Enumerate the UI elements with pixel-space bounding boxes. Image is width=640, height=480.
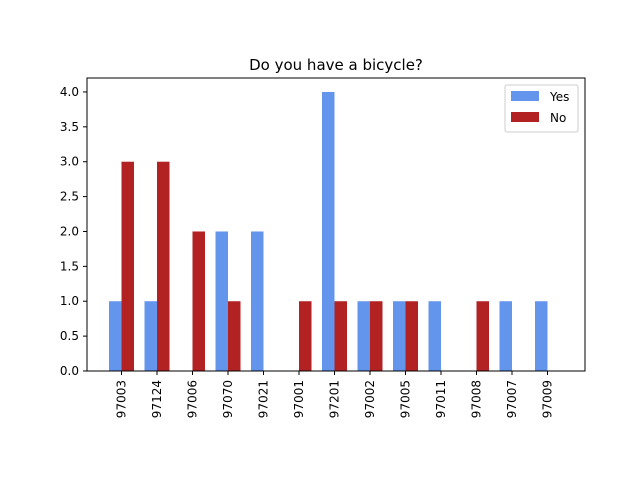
y-tick-label: 0.5: [60, 329, 79, 343]
legend-label-yes: Yes: [549, 90, 569, 104]
x-axis: 97003 97124 97006 97070 97021 97001 97201 97002…: [115, 371, 555, 418]
bar-no-97201: [334, 301, 347, 371]
bar-no-97124: [157, 161, 170, 371]
y-tick-label: 2.0: [60, 224, 79, 238]
x-tick-label: 97003: [115, 380, 129, 418]
x-tick-label: 97007: [505, 380, 519, 418]
bar-yes-97003: [109, 301, 122, 371]
legend: Yes No: [504, 84, 579, 133]
y-tick-label: 4.0: [60, 85, 79, 99]
bar-no-97008: [476, 301, 489, 371]
y-tick-label: 0.0: [60, 364, 79, 378]
x-tick-label: 97070: [221, 380, 235, 418]
bar-no-97070: [228, 301, 241, 371]
x-tick-label: 97008: [470, 380, 484, 418]
y-tick-label: 1.5: [60, 259, 79, 273]
bars-layer: [109, 91, 548, 371]
x-tick-label: 97006: [186, 380, 200, 418]
bar-no-97003: [121, 161, 134, 371]
x-tick-label: 97009: [541, 380, 555, 418]
bar-yes-97007: [499, 301, 512, 371]
bar-yes-97124: [144, 301, 157, 371]
x-tick-label: 97201: [328, 380, 342, 418]
y-tick-label: 1.0: [60, 294, 79, 308]
bar-yes-97002: [357, 301, 370, 371]
bar-yes-97201: [322, 91, 335, 371]
y-tick-label: 3.5: [60, 120, 79, 134]
y-tick-label: 3.0: [60, 155, 79, 169]
legend-swatch-no: [511, 112, 539, 122]
y-tick-label: 2.5: [60, 190, 79, 204]
x-tick-label: 97002: [363, 380, 377, 418]
bar-yes-97070: [215, 231, 228, 371]
x-tick-label: 97021: [257, 380, 271, 418]
x-tick-label: 97011: [434, 380, 448, 418]
y-axis: 0.0 0.5 1.0 1.5 2.0 2.5 3.0 3.5 4.0: [60, 85, 87, 378]
bar-no-97001: [299, 301, 312, 371]
bar-yes-97011: [428, 301, 441, 371]
bar-yes-97021: [251, 231, 264, 371]
x-tick-label: 97005: [399, 380, 413, 418]
bar-no-97005: [405, 301, 418, 371]
x-tick-label: 97001: [292, 380, 306, 418]
plot-frame: [86, 77, 586, 372]
bar-no-97006: [192, 231, 205, 371]
bar-yes-97009: [535, 301, 548, 371]
chart-title: Do you have a bicycle?: [249, 56, 423, 74]
x-tick-label: 97124: [150, 380, 164, 418]
bar-no-97002: [370, 301, 383, 371]
bar-yes-97005: [393, 301, 406, 371]
legend-label-no: No: [550, 111, 566, 125]
legend-swatch-yes: [511, 91, 539, 101]
